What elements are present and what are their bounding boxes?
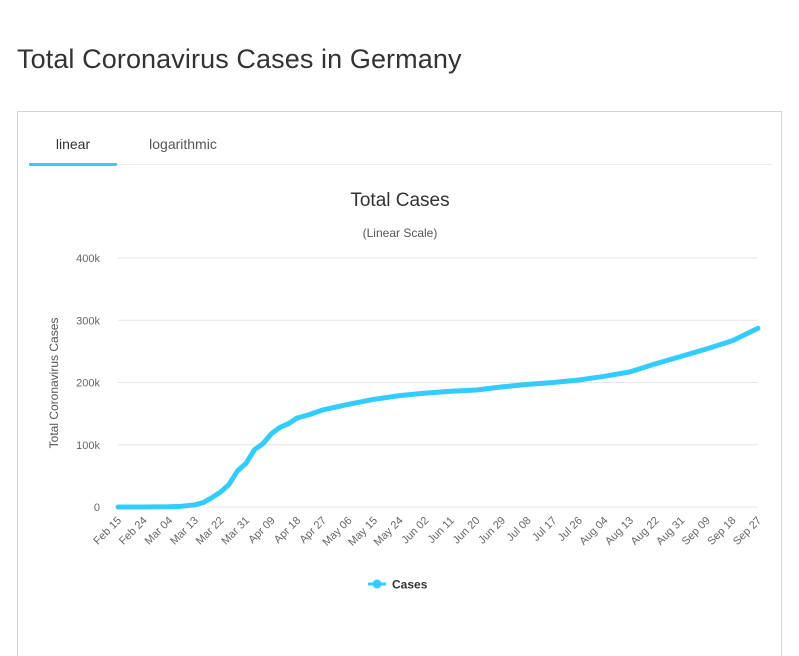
y-tick-label: 0 <box>94 502 100 514</box>
x-tick-label: Mar 31 <box>219 515 252 548</box>
chart-subtitle: (Linear Scale) <box>363 226 438 240</box>
x-tick-label: Sep 27 <box>731 515 764 548</box>
series-line-cases[interactable] <box>115 325 761 510</box>
scale-tabs: linear logarithmic <box>29 112 773 166</box>
y-tick-label: 200k <box>76 378 100 390</box>
x-tick-label: Jun 02 <box>399 515 431 547</box>
x-tick-label: Jun 20 <box>451 515 483 547</box>
x-tick-label: Apr 09 <box>246 515 277 546</box>
y-tick-label: 100k <box>76 440 100 452</box>
series-group <box>115 325 761 510</box>
y-tick-label: 300k <box>76 315 100 327</box>
x-tick-label: Apr 18 <box>272 515 303 546</box>
x-tick-label: Jul 17 <box>530 515 559 544</box>
x-tick-label: May 24 <box>372 515 406 549</box>
x-tick-label: Jun 11 <box>426 515 457 546</box>
legend-cases-marker <box>372 579 382 589</box>
y-tick-label: 400k <box>76 253 100 265</box>
tab-linear[interactable]: linear <box>29 112 117 166</box>
y-axis-title: Total Coronavirus Cases <box>47 318 61 449</box>
grid-lines <box>118 257 758 508</box>
chart-title: Total Cases <box>350 190 449 211</box>
chart-card: linear logarithmic <box>17 111 782 656</box>
y-tick-labels: 0 100k 200k 300k 400k <box>76 253 100 514</box>
x-tick-label: Jul 08 <box>504 515 533 544</box>
legend-cases-label: Cases <box>392 578 428 592</box>
legend[interactable]: Cases <box>368 578 428 592</box>
tab-logarithmic[interactable]: logarithmic <box>149 136 217 152</box>
page-title: Total Coronavirus Cases in Germany <box>17 44 462 74</box>
x-tick-label: Jun 29 <box>476 515 508 547</box>
